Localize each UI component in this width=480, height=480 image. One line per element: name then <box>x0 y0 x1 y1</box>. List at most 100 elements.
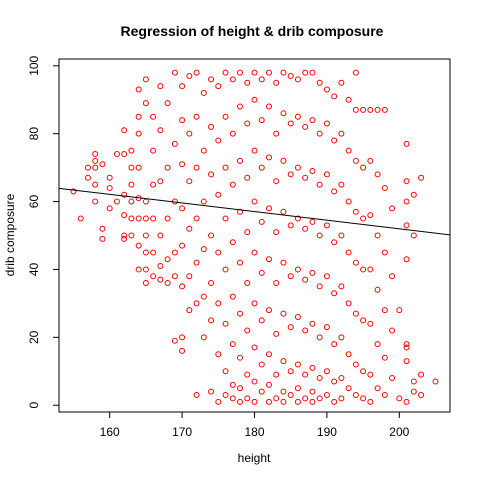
data-point <box>135 130 142 137</box>
data-point <box>77 215 84 222</box>
data-point <box>258 269 265 276</box>
data-point <box>374 385 381 392</box>
data-point <box>222 266 229 273</box>
data-point <box>142 249 149 256</box>
data-point <box>70 188 77 195</box>
data-point <box>157 276 164 283</box>
data-point <box>208 123 215 130</box>
data-point <box>258 164 265 171</box>
data-point <box>273 178 280 185</box>
data-point <box>150 215 157 222</box>
data-point <box>229 293 236 300</box>
data-point <box>251 198 258 205</box>
data-point <box>251 398 258 405</box>
data-point <box>273 371 280 378</box>
data-point <box>403 222 410 229</box>
data-point <box>99 161 106 168</box>
data-point <box>186 72 193 79</box>
data-point <box>179 242 186 249</box>
data-point <box>294 76 301 83</box>
data-point <box>294 385 301 392</box>
data-point <box>179 205 186 212</box>
data-point <box>360 266 367 273</box>
data-point <box>338 375 345 382</box>
data-point <box>410 388 417 395</box>
data-point <box>128 147 135 154</box>
data-point <box>331 239 338 246</box>
data-point <box>121 127 128 134</box>
data-point <box>352 69 359 76</box>
data-point <box>179 161 186 168</box>
data-point <box>200 147 207 154</box>
data-point <box>265 351 272 358</box>
data-point <box>403 140 410 147</box>
data-point <box>244 174 251 181</box>
data-point <box>360 106 367 113</box>
data-point <box>352 310 359 317</box>
data-point <box>164 164 171 171</box>
data-point <box>121 235 128 242</box>
y-tick-label: 60 <box>27 195 41 209</box>
data-point <box>316 334 323 341</box>
data-point <box>374 341 381 348</box>
data-point <box>171 140 178 147</box>
data-point <box>302 276 309 283</box>
data-point <box>287 273 294 280</box>
data-point <box>360 395 367 402</box>
y-tick-label: 100 <box>27 55 41 75</box>
data-point <box>381 354 388 361</box>
data-point <box>244 371 251 378</box>
data-point <box>345 96 352 103</box>
data-point <box>171 249 178 256</box>
data-point <box>302 395 309 402</box>
data-point <box>410 378 417 385</box>
data-point <box>113 151 120 158</box>
data-point <box>121 151 128 158</box>
plot-box <box>58 58 451 413</box>
data-point <box>338 130 345 137</box>
data-point <box>84 164 91 171</box>
data-point <box>381 307 388 314</box>
data-point <box>294 164 301 171</box>
data-point <box>381 184 388 191</box>
data-point <box>92 198 99 205</box>
data-point <box>128 215 135 222</box>
x-tick-label: 160 <box>100 425 120 439</box>
data-point <box>251 300 258 307</box>
data-point <box>258 388 265 395</box>
data-point <box>323 120 330 127</box>
data-point <box>186 225 193 232</box>
data-point <box>150 113 157 120</box>
data-point <box>150 249 157 256</box>
data-point <box>237 69 244 76</box>
data-point <box>208 232 215 239</box>
data-point <box>294 215 301 222</box>
data-point <box>208 76 215 83</box>
data-point <box>309 69 316 76</box>
data-point <box>157 83 164 90</box>
data-point <box>302 225 309 232</box>
data-point <box>309 364 316 371</box>
data-point <box>352 259 359 266</box>
data-point <box>352 208 359 215</box>
regression-line <box>58 187 451 236</box>
data-point <box>142 198 149 205</box>
data-point <box>273 229 280 236</box>
data-point <box>164 280 171 287</box>
data-point <box>142 215 149 222</box>
data-point <box>237 398 244 405</box>
data-point <box>403 398 410 405</box>
data-point <box>265 398 272 405</box>
data-point <box>121 232 128 239</box>
data-point <box>280 69 287 76</box>
y-tick-label: 80 <box>27 127 41 141</box>
data-point <box>352 157 359 164</box>
data-point <box>302 327 309 334</box>
data-point <box>135 164 142 171</box>
data-point <box>331 93 338 100</box>
data-point <box>331 137 338 144</box>
data-point <box>142 280 149 287</box>
data-point <box>171 273 178 280</box>
data-point <box>280 259 287 266</box>
data-point <box>352 392 359 399</box>
